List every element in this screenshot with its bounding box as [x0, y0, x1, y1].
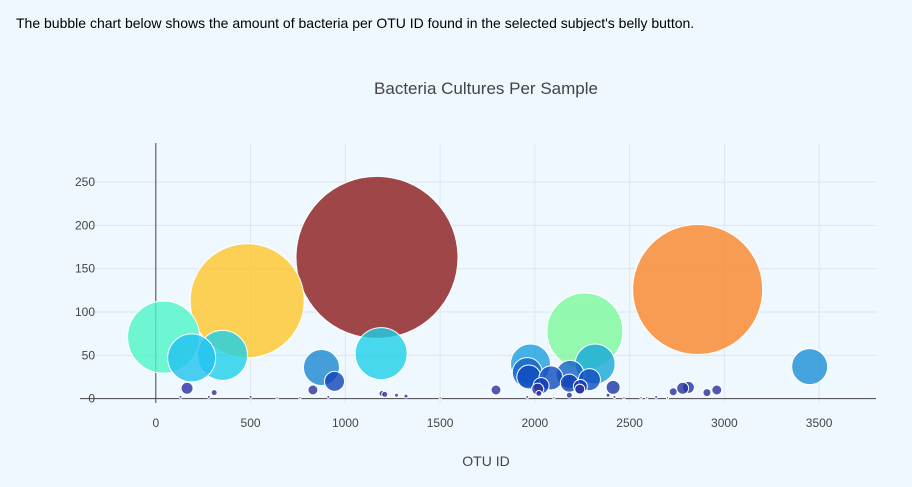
- bubble-point: [298, 396, 302, 400]
- x-tick-label: 3500: [806, 416, 833, 430]
- x-tick-label: 1000: [332, 416, 359, 430]
- bubble-point: [307, 384, 319, 396]
- bubble-point: [639, 396, 643, 400]
- x-tick-label: 0: [152, 416, 159, 430]
- x-axis-label: OTU ID: [462, 453, 509, 469]
- bubble-point: [324, 370, 346, 392]
- bubble-point: [167, 333, 217, 383]
- bubble-point: [552, 396, 556, 400]
- bubble-point: [711, 384, 723, 396]
- bubble-point: [210, 389, 218, 397]
- bubble-point: [394, 392, 400, 398]
- x-tick-label: 2500: [616, 416, 643, 430]
- bubble-point: [275, 396, 279, 400]
- bubble-point: [632, 223, 764, 355]
- y-tick-label: 150: [75, 262, 95, 276]
- bubble-point: [565, 391, 573, 399]
- y-tick-label: 100: [75, 305, 95, 319]
- x-tick-label: 3000: [711, 416, 738, 430]
- bubble-point: [644, 396, 649, 400]
- bubble-point: [702, 388, 712, 398]
- y-tick-label: 250: [75, 175, 95, 189]
- bubble-point: [612, 394, 617, 399]
- x-tick-label: 2000: [522, 416, 549, 430]
- bubble-point: [668, 387, 678, 397]
- bubble-point: [574, 383, 586, 395]
- bubble-point: [326, 394, 331, 399]
- bubble-point: [206, 394, 211, 399]
- bubble-point: [654, 394, 659, 399]
- intro-text: The bubble chart below shows the amount …: [16, 15, 695, 31]
- bubble-point: [403, 393, 409, 399]
- bubble-point: [676, 381, 690, 395]
- bubble-point: [622, 396, 626, 400]
- chart-title: Bacteria Cultures Per Sample: [374, 79, 598, 98]
- bubble-point: [535, 389, 543, 397]
- tick-layer: 0 500 1000 1500 2000 2500 3000 3500 0 50 100 150 200…: [75, 175, 833, 430]
- bubble-point: [438, 396, 442, 400]
- y-tick-label: 50: [82, 348, 96, 362]
- y-tick-label: 200: [75, 218, 95, 232]
- x-tick-label: 500: [241, 416, 261, 430]
- bubble-point: [605, 392, 611, 398]
- x-tick-label: 1500: [427, 416, 454, 430]
- bubble-point: [295, 175, 459, 339]
- bubble-layer: [127, 175, 829, 400]
- bubble-point: [248, 394, 253, 399]
- bubble-point: [180, 381, 194, 395]
- y-tick-label: 0: [88, 392, 95, 406]
- bubble-point: [525, 394, 530, 399]
- bubble-point: [490, 384, 502, 396]
- bubble-point: [381, 390, 389, 398]
- bubble-point: [791, 348, 829, 386]
- bubble-point: [178, 394, 183, 399]
- bubble-point: [665, 396, 670, 400]
- bubble-point: [605, 379, 621, 395]
- bubble-point: [354, 327, 408, 381]
